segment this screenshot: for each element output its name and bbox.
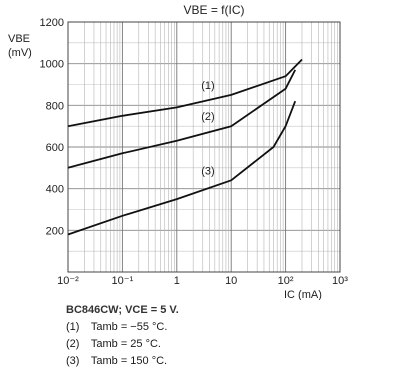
x-tick-label: 10⁻¹ [112, 275, 134, 287]
chart-title: VBE = f(IC) [183, 3, 244, 17]
y-axis-unit: (mV) [8, 47, 32, 59]
chart-labels: 200 400 600 800 1000 1200 10⁻² 10⁻¹ 1 10 10² 10³ VBE… [8, 3, 348, 300]
legend-item-2: (2) Tamb = 25 °C. [66, 336, 179, 353]
legend-item-2-text: Tamb = 25 °C. [90, 338, 161, 350]
chart-legend: BC846CW; VCE = 5 V. (1) Tamb = −55 °C. (… [66, 302, 179, 370]
series-line-2 [67, 69, 297, 169]
legend-item-3-text: Tamb = 150 °C. [90, 355, 168, 367]
y-tick-label: 1200 [40, 17, 64, 29]
series-label-1: (1) [201, 80, 214, 92]
chart-series [67, 58, 303, 236]
x-tick-label: 10³ [332, 275, 348, 287]
legend-item-1-num: (1) [66, 321, 80, 333]
legend-item-1-text: Tamb = −55 °C. [90, 321, 168, 333]
legend-item-1: (1) Tamb = −55 °C. [66, 319, 179, 336]
series-label-2: (2) [201, 111, 214, 123]
vbe-chart: 200 400 600 800 1000 1200 10⁻² 10⁻¹ 1 10 10² 10³ VBE… [8, 3, 348, 300]
x-tick-label: 10² [278, 275, 294, 287]
x-axis-label: IC (mA) [284, 289, 322, 300]
x-tick-label: 10 [225, 275, 237, 287]
series-line-3 [67, 100, 297, 236]
chart-grid [67, 21, 341, 273]
series-label-3: (3) [201, 165, 214, 177]
x-tick-label: 1 [174, 275, 180, 287]
legend-condition: BC846CW; VCE = 5 V. [66, 304, 179, 316]
series-line-1 [67, 58, 303, 128]
plot-frame [67, 21, 341, 273]
y-tick-label: 400 [46, 184, 64, 196]
x-tick-label: 10⁻² [57, 275, 79, 287]
y-tick-label: 200 [46, 225, 64, 237]
legend-item-2-num: (2) [66, 338, 80, 350]
y-axis-label: VBE [8, 33, 30, 45]
y-tick-label: 1000 [40, 59, 64, 71]
legend-item-3: (3) Tamb = 150 °C. [66, 353, 179, 370]
legend-item-3-num: (3) [66, 355, 80, 367]
y-tick-label: 800 [46, 100, 64, 112]
y-tick-label: 600 [46, 142, 64, 154]
